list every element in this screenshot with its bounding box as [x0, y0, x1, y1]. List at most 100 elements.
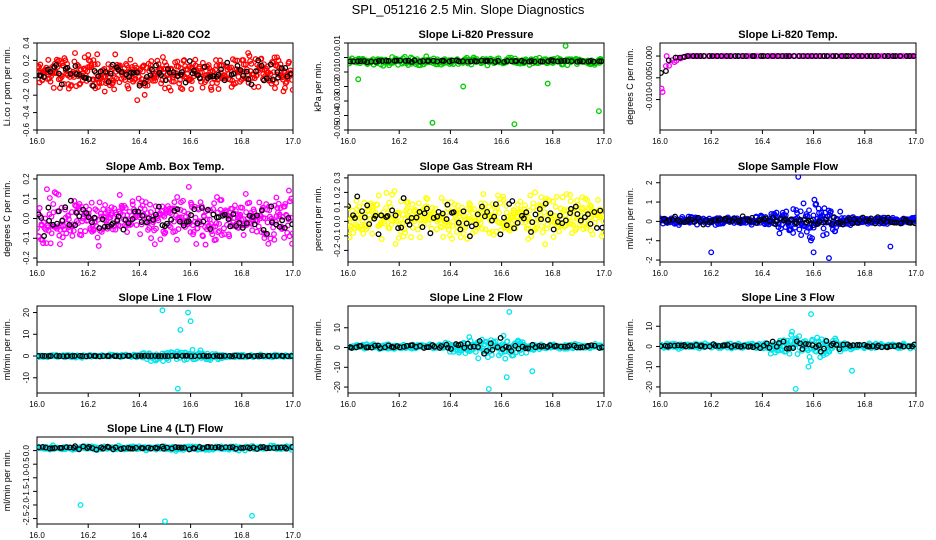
- data-point: [142, 199, 149, 206]
- overlay-point: [747, 343, 754, 350]
- data-point: [348, 222, 354, 229]
- data-point: [391, 188, 398, 195]
- overlay-point: [478, 57, 485, 64]
- overlay-point: [830, 53, 837, 59]
- data-point: [213, 220, 220, 227]
- overlay-point: [155, 203, 162, 210]
- data-point: [288, 446, 293, 453]
- overlay-point: [285, 215, 292, 221]
- overlay-point: [53, 352, 60, 359]
- data-point: [127, 56, 134, 63]
- overlay-point: [544, 216, 551, 223]
- overlay-point: [251, 353, 258, 360]
- y-tick-label: -0.6: [22, 123, 31, 137]
- overlay-point: [690, 53, 697, 59]
- overlay-point: [148, 66, 155, 73]
- plot-frame: [36, 305, 294, 394]
- data-point: [878, 53, 885, 59]
- data-point: [383, 189, 390, 196]
- data-point: [289, 76, 293, 83]
- overlay-point: [665, 57, 672, 64]
- page-title: SPL_051216 2.5 Min. Slope Diagnostics: [351, 2, 585, 17]
- overlay-point: [264, 230, 270, 237]
- data-point: [239, 204, 246, 211]
- overlay-point: [413, 214, 420, 221]
- y-axis-label: kPa per min.: [313, 61, 323, 112]
- overlay-point: [697, 53, 704, 59]
- data-point: [788, 331, 795, 338]
- y-tick-label: -0.005: [645, 66, 654, 89]
- y-tick-label: 2: [645, 180, 654, 185]
- overlay-point: [237, 67, 244, 74]
- overlay-point: [421, 210, 428, 217]
- overlay-point: [86, 443, 93, 450]
- x-tick-label: 16.6: [494, 137, 510, 146]
- overlay-point: [698, 342, 705, 349]
- data-point-outlier: [805, 363, 812, 370]
- overlay-point: [154, 445, 161, 452]
- data-point: [438, 194, 445, 201]
- overlay-point: [467, 344, 474, 351]
- overlay-point: [55, 208, 62, 215]
- overlay-point: [258, 207, 265, 214]
- data-point-outlier: [826, 255, 832, 262]
- plot-frame: [659, 305, 917, 394]
- overlay-point: [69, 353, 76, 360]
- overlay-point: [83, 353, 90, 360]
- overlay-point: [427, 230, 434, 237]
- overlay-point: [188, 353, 195, 360]
- data-point: [567, 198, 574, 205]
- overlay-point: [577, 217, 584, 224]
- data-point: [802, 338, 809, 345]
- data-point: [388, 221, 395, 228]
- overlay-point: [201, 63, 208, 70]
- overlay-point: [764, 53, 771, 59]
- data-point: [271, 54, 278, 61]
- data-point: [289, 230, 293, 237]
- chart-panel: Slope Line 3 Flow ml/min per min. 16.0 16.2…: [625, 292, 924, 409]
- data-point: [271, 236, 278, 243]
- overlay-point: [218, 66, 224, 73]
- data-point: [538, 194, 545, 201]
- data-point: [471, 206, 477, 213]
- data-point: [174, 58, 181, 65]
- y-tick-label: -20: [645, 381, 654, 393]
- overlay-point: [133, 69, 140, 76]
- overlay-point: [145, 353, 152, 359]
- overlay-point: [491, 213, 498, 220]
- data-point: [588, 203, 595, 210]
- overlay-point: [871, 53, 878, 59]
- overlay-point: [395, 225, 402, 232]
- overlay-point: [260, 444, 267, 451]
- overlay-point: [805, 217, 812, 224]
- overlay-point: [205, 443, 212, 450]
- overlay-point: [554, 58, 561, 65]
- x-tick-label: 16.2: [80, 400, 96, 409]
- overlay-point: [799, 346, 806, 352]
- y-tick-label: 20: [22, 308, 31, 317]
- data-point: [202, 241, 209, 248]
- data-point: [813, 200, 820, 207]
- x-tick-label: 16.4: [443, 137, 459, 146]
- data-point: [530, 200, 537, 207]
- data-point: [63, 230, 70, 237]
- data-points: [660, 175, 916, 262]
- overlay-point: [561, 57, 568, 64]
- x-tick-label: 16.8: [857, 400, 873, 409]
- chart-title: Slope Line 3 Flow: [742, 292, 835, 304]
- overlay-point: [684, 53, 691, 59]
- data-point: [256, 199, 263, 206]
- overlay-point: [82, 75, 89, 81]
- x-tick-label: 16.2: [391, 400, 407, 409]
- data-point: [449, 235, 455, 242]
- overlay-point: [489, 346, 496, 353]
- overlay-point: [139, 445, 146, 452]
- data-point: [374, 201, 381, 208]
- data-point: [228, 64, 235, 71]
- overlay-point: [675, 342, 682, 349]
- overlay-point: [598, 58, 604, 65]
- overlay-point: [700, 53, 707, 59]
- overlay-point: [238, 444, 245, 451]
- overlay-point: [248, 81, 255, 88]
- x-tick-label: 17.0: [908, 269, 924, 278]
